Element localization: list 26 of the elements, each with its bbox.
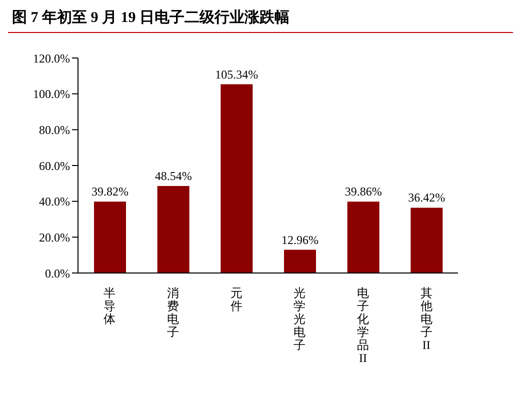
y-tick-label: 120.0% — [33, 51, 70, 66]
x-tick-label: 其他电子II — [420, 286, 432, 352]
bar — [347, 202, 380, 273]
bar — [220, 84, 253, 273]
bar — [157, 186, 190, 273]
data-label: 12.96% — [282, 232, 318, 247]
bar — [410, 208, 443, 273]
data-label: 39.86% — [344, 184, 382, 199]
data-label: 36.42% — [408, 190, 446, 205]
bar — [94, 202, 126, 273]
bar — [284, 250, 316, 273]
y-tick-label: 40.0% — [39, 194, 70, 209]
y-tick-label: 20.0% — [39, 230, 70, 244]
data-label: 105.34% — [215, 67, 258, 82]
data-label: 48.54% — [154, 169, 192, 184]
x-tick-label: 元件 — [230, 286, 242, 313]
x-tick-label: 光学光电子 — [294, 286, 306, 352]
x-tick-label: 半导体 — [104, 286, 116, 326]
data-label: 39.82% — [92, 184, 128, 199]
y-tick-label: 60.0% — [39, 158, 70, 173]
y-tick-label: 0.0% — [45, 266, 70, 280]
x-tick-label: 电子化学品II — [357, 286, 369, 365]
chart-title: 图 7 年初至 9 月 19 日电子二级行业涨跌幅 — [8, 8, 513, 33]
y-tick-label: 100.0% — [33, 87, 70, 102]
y-tick-label: 80.0% — [39, 122, 70, 137]
x-tick-label: 消费电子 — [167, 286, 179, 339]
